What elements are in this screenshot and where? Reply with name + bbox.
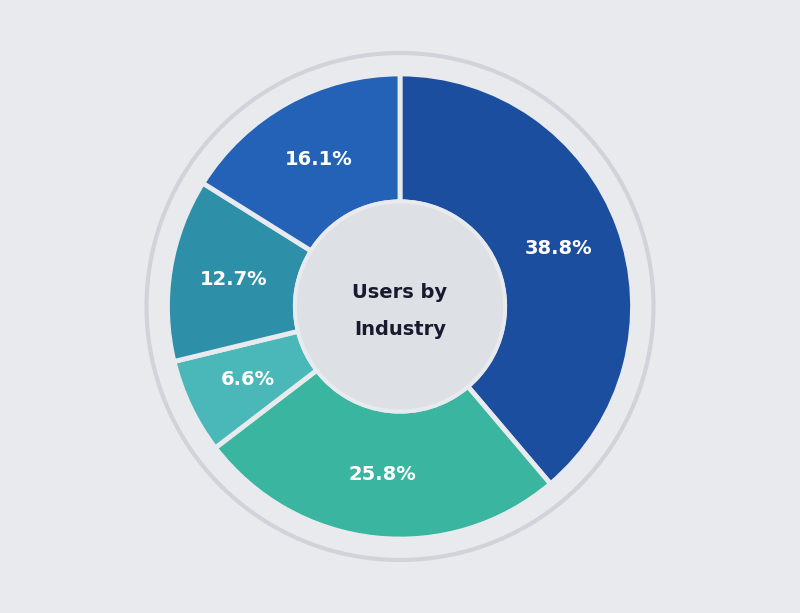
Text: 16.1%: 16.1% [285, 150, 352, 169]
Wedge shape [400, 74, 633, 484]
Wedge shape [167, 183, 311, 362]
Text: Users by: Users by [353, 283, 447, 302]
Text: 25.8%: 25.8% [348, 465, 416, 484]
Text: 6.6%: 6.6% [221, 370, 275, 389]
Text: 12.7%: 12.7% [200, 270, 267, 289]
Circle shape [298, 204, 502, 409]
Wedge shape [215, 370, 550, 539]
Text: 38.8%: 38.8% [525, 239, 592, 258]
Wedge shape [203, 74, 400, 251]
Text: Industry: Industry [354, 320, 446, 339]
Wedge shape [174, 331, 317, 448]
